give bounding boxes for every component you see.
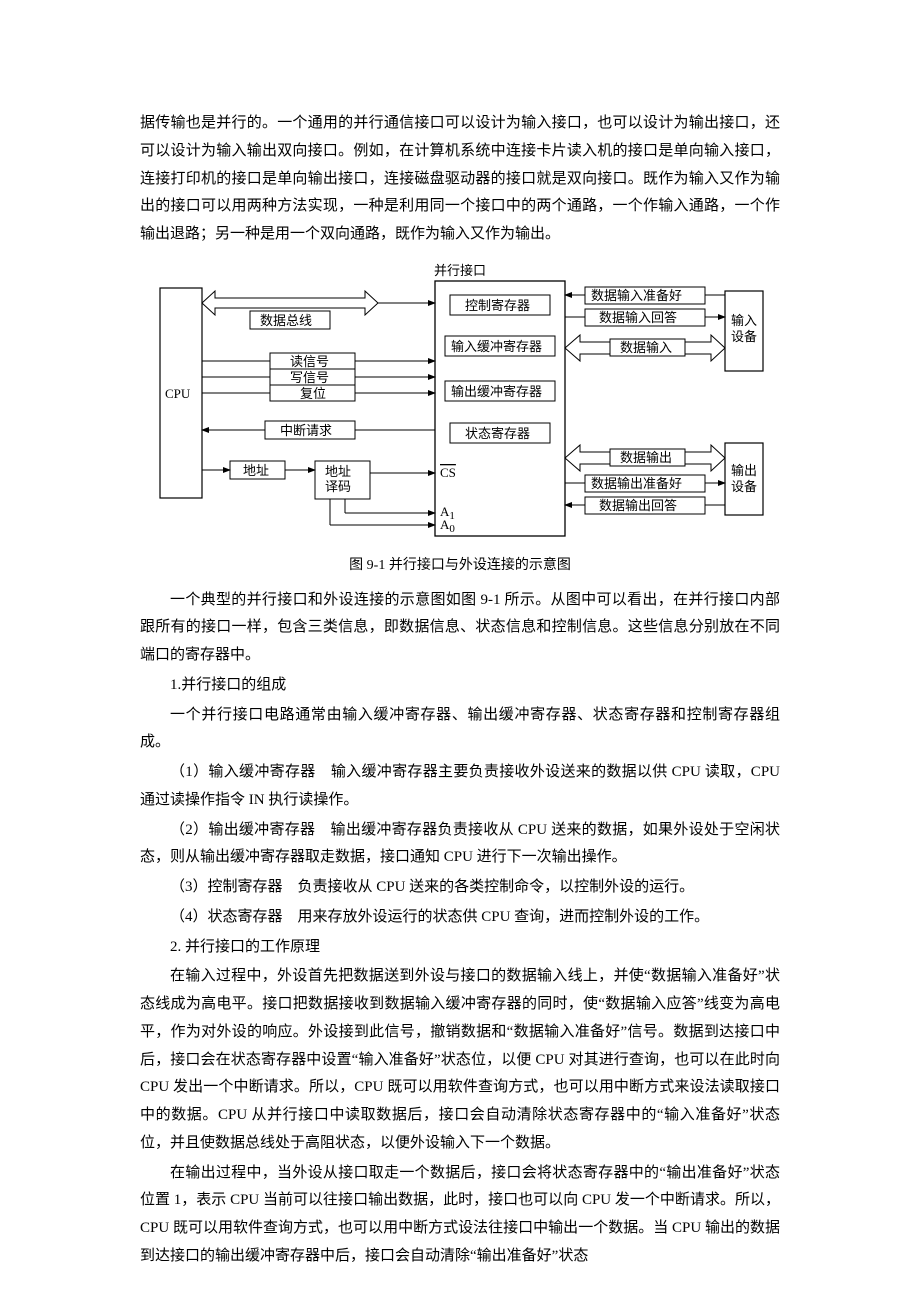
in-ready-label: 数据输入准备好 [591,288,682,303]
data-out-label: 数据输出 [620,450,672,465]
interface-outer-box [435,281,565,536]
addr-decode-label-2: 译码 [325,479,351,494]
addr-decode-label-1: 地址 [325,464,351,479]
body-p2: 一个典型的并行接口和外设连接的示意图如图 9-1 所示。从图中可以看出，在并行接… [140,587,780,670]
status-reg-label: 状态寄存器 [465,426,530,441]
out-ready-label: 数据输出准备好 [591,476,682,491]
addr-label: 地址 [243,463,269,478]
body-p7: （4）状态寄存器 用来存放外设运行的状态供 CPU 查询，进而控制外设的工作。 [140,904,780,932]
read-signal: 读信号 [290,354,329,369]
in-ack-label: 数据输入回答 [599,310,677,325]
data-bus-label: 数据总线 [260,313,312,328]
out-ack-label: 数据输出回答 [599,498,677,513]
output-device-label-1: 输出 [731,463,757,478]
body-p4: （1）输入缓冲寄存器 输入缓冲寄存器主要负责接收外设送来的数据以供 CPU 读取… [140,759,780,815]
cs-label: CS [440,465,456,480]
heading-composition: 1.并行接口的组成 [140,672,780,700]
body-p8: 在输入过程中，外设首先把数据送到外设与接口的数据输入线上，并使“数据输入准备好”… [140,963,780,1157]
diagram-title: 并行接口 [434,263,486,278]
reset-signal: 复位 [300,386,326,401]
int-req-label: 中断请求 [280,423,332,438]
body-p6: （3）控制寄存器 负责接收从 CPU 送来的各类控制命令，以控制外设的运行。 [140,874,780,902]
body-p5: （2）输出缓冲寄存器 输出缓冲寄存器负责接收从 CPU 送来的数据，如果外设处于… [140,817,780,873]
diagram-figure: 并行接口 CPU 输入 设备 输出 设备 数据总线 读信号 写信号 复位 中断请… [155,263,765,543]
body-p9: 在输出过程中，当外设从接口取走一个数据后，接口会将状态寄存器中的“输出准备好”状… [140,1160,780,1271]
out-buf-label: 输出缓冲寄存器 [451,384,542,399]
output-device-label-2: 设备 [731,479,757,494]
figure-caption: 图 9-1 并行接口与外设连接的示意图 [140,553,780,579]
in-buf-label: 输入缓冲寄存器 [451,339,542,354]
input-device-label-1: 输入 [731,313,757,328]
heading-principle: 2. 并行接口的工作原理 [140,934,780,962]
body-p3: 一个并行接口电路通常由输入缓冲寄存器、输出缓冲寄存器、状态寄存器和控制寄存器组成… [140,702,780,758]
input-device-label-2: 设备 [731,329,757,344]
cpu-label: CPU [165,386,191,401]
ctrl-reg-label: 控制寄存器 [465,298,530,313]
data-in-label: 数据输入 [620,340,672,355]
write-signal: 写信号 [290,370,329,385]
intro-paragraph: 据传输也是并行的。一个通用的并行通信接口可以设计为输入接口，也可以设计为输出接口… [140,110,780,249]
